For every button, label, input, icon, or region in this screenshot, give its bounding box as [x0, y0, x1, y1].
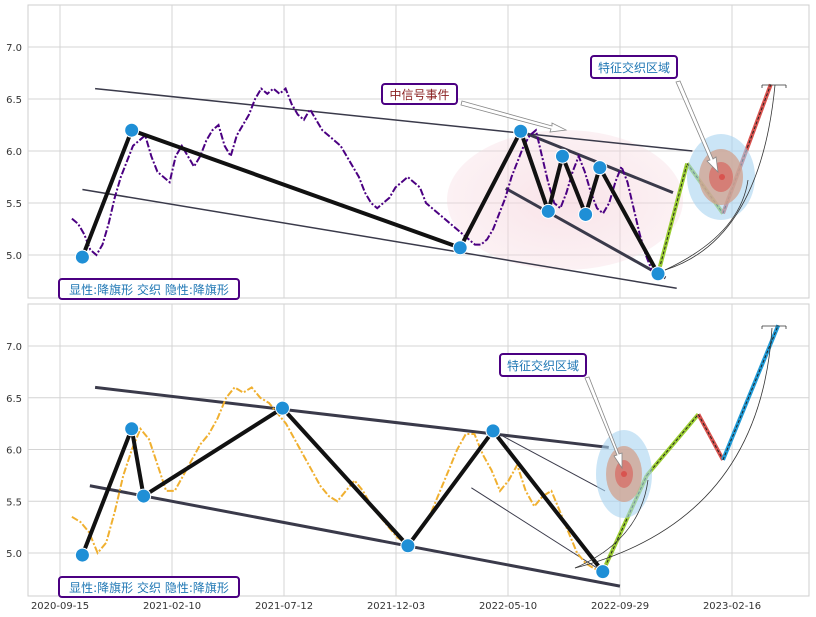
forecast-segment-dash	[602, 475, 648, 572]
top-zone-label: 特征交织区域	[590, 55, 678, 79]
top-price-line	[71, 86, 659, 275]
top-feature-zone-dot	[719, 174, 725, 180]
panel-top: 5.0 5.5 6.0 6.5 7.0 中信号事件	[6, 4, 810, 300]
y-tick-label: 6.0	[6, 446, 22, 457]
y-tick-label: 5.0	[6, 549, 22, 560]
x-tick-label: 2022-09-29	[591, 601, 649, 612]
y-tick-label: 5.5	[6, 497, 22, 508]
top-arc-1	[664, 84, 776, 271]
bottom-price-line	[71, 386, 604, 573]
bottom-trendlines	[89, 385, 621, 588]
trendline-channel-upper	[492, 430, 606, 492]
bottom-arc-3	[761, 325, 787, 329]
top-pattern-label-box	[58, 278, 240, 300]
y-tick-label: 5.0	[6, 251, 22, 262]
bottom-zone-label-box	[499, 353, 587, 377]
pivot-marker	[74, 249, 90, 265]
forecast-segment-dash	[646, 413, 699, 476]
top-event-label: 中信号事件	[381, 83, 458, 105]
trendline-upper	[94, 385, 609, 449]
bottom-zone-arrow	[584, 376, 623, 470]
bottom-feature-zone-dot	[621, 471, 627, 477]
top-zone-label-text: 特征交织区域	[598, 60, 670, 75]
bottom-pattern-label-box	[58, 576, 240, 598]
x-tick-label: 2021-02-10	[143, 601, 201, 612]
pivot-marker	[136, 488, 152, 504]
bottom-y-tick-labels: 5.0 5.5 6.0 6.5 7.0	[6, 342, 22, 560]
top-feature-zone	[687, 134, 755, 220]
bottom-pattern-label-text: 显性:降旗形 交织 隐性:降旗形	[69, 580, 229, 595]
pivot-marker	[592, 160, 608, 176]
top-pattern-label: 显性:降旗形 交织 隐性:降旗形	[58, 278, 240, 300]
top-arc-3	[761, 84, 787, 88]
pivot-marker	[540, 203, 556, 219]
y-tick-label: 6.5	[6, 394, 22, 405]
bottom-arrows	[584, 376, 623, 470]
bottom-feature-zone	[596, 430, 652, 518]
top-zone-arrow	[675, 80, 719, 174]
bottom-zone-label: 特征交织区域	[499, 353, 587, 377]
x-tick-label: 2022-05-10	[479, 601, 537, 612]
top-event-label-box	[381, 83, 458, 105]
pivot-marker	[578, 206, 594, 222]
pivot-marker	[650, 266, 666, 282]
y-tick-label: 6.5	[6, 95, 22, 106]
pivot-marker	[124, 421, 140, 437]
y-tick-label: 7.0	[6, 43, 22, 54]
trendline-upper	[95, 87, 693, 152]
top-event-arrow	[460, 100, 568, 133]
x-tick-label: 2021-07-12	[255, 601, 313, 612]
pivot-marker	[554, 148, 570, 164]
trendline-lower	[82, 188, 677, 290]
y-tick-label: 5.5	[6, 199, 22, 210]
pivot-marker	[513, 123, 529, 139]
top-arc-2	[664, 179, 749, 271]
top-event-label-text: 中信号事件	[389, 87, 449, 102]
pivot-marker	[274, 400, 290, 416]
top-y-tick-labels: 5.0 5.5 6.0 6.5 7.0	[6, 43, 22, 262]
trendline-lower	[89, 484, 621, 588]
bottom-pivot-markers	[74, 400, 611, 580]
forecast-segment-dash	[657, 163, 688, 274]
panel-bottom: 5.0 5.5 6.0 6.5 7.0 2020-09-15 2021-02-10 2021…	[6, 303, 810, 612]
bottom-arcs	[574, 325, 787, 569]
trendline-channel-lower	[504, 187, 667, 280]
y-tick-label: 6.0	[6, 147, 22, 158]
top-zone-label-box	[590, 55, 678, 79]
top-pattern-label-text: 显性:降旗形 交织 隐性:降旗形	[69, 282, 229, 297]
top-arrows	[460, 80, 719, 174]
top-signal-ellipse	[447, 130, 683, 270]
top-pivot-markers	[74, 122, 666, 282]
pivot-marker	[400, 538, 416, 554]
bottom-x-tick-labels: 2020-09-15 2021-02-10 2021-07-12 2021-12-03…	[31, 601, 761, 612]
pivot-marker	[452, 240, 468, 256]
y-tick-label: 7.0	[6, 342, 22, 353]
bottom-arc-1	[574, 327, 773, 569]
x-tick-label: 2021-12-03	[367, 601, 425, 612]
forecast-segment-dash	[697, 414, 724, 461]
pivot-marker	[74, 547, 90, 563]
top-arcs	[664, 84, 787, 271]
x-tick-label: 2020-09-15	[31, 601, 89, 612]
bottom-zone-label-text: 特征交织区域	[507, 358, 579, 373]
pivot-marker	[124, 122, 140, 138]
pivot-marker	[485, 423, 501, 439]
bottom-pattern-label: 显性:降旗形 交织 隐性:降旗形	[58, 576, 240, 598]
pivot-marker	[595, 564, 611, 580]
bottom-arc-2	[574, 479, 649, 569]
x-tick-label: 2023-02-16	[703, 601, 761, 612]
forecast-segment-dash	[722, 325, 779, 461]
